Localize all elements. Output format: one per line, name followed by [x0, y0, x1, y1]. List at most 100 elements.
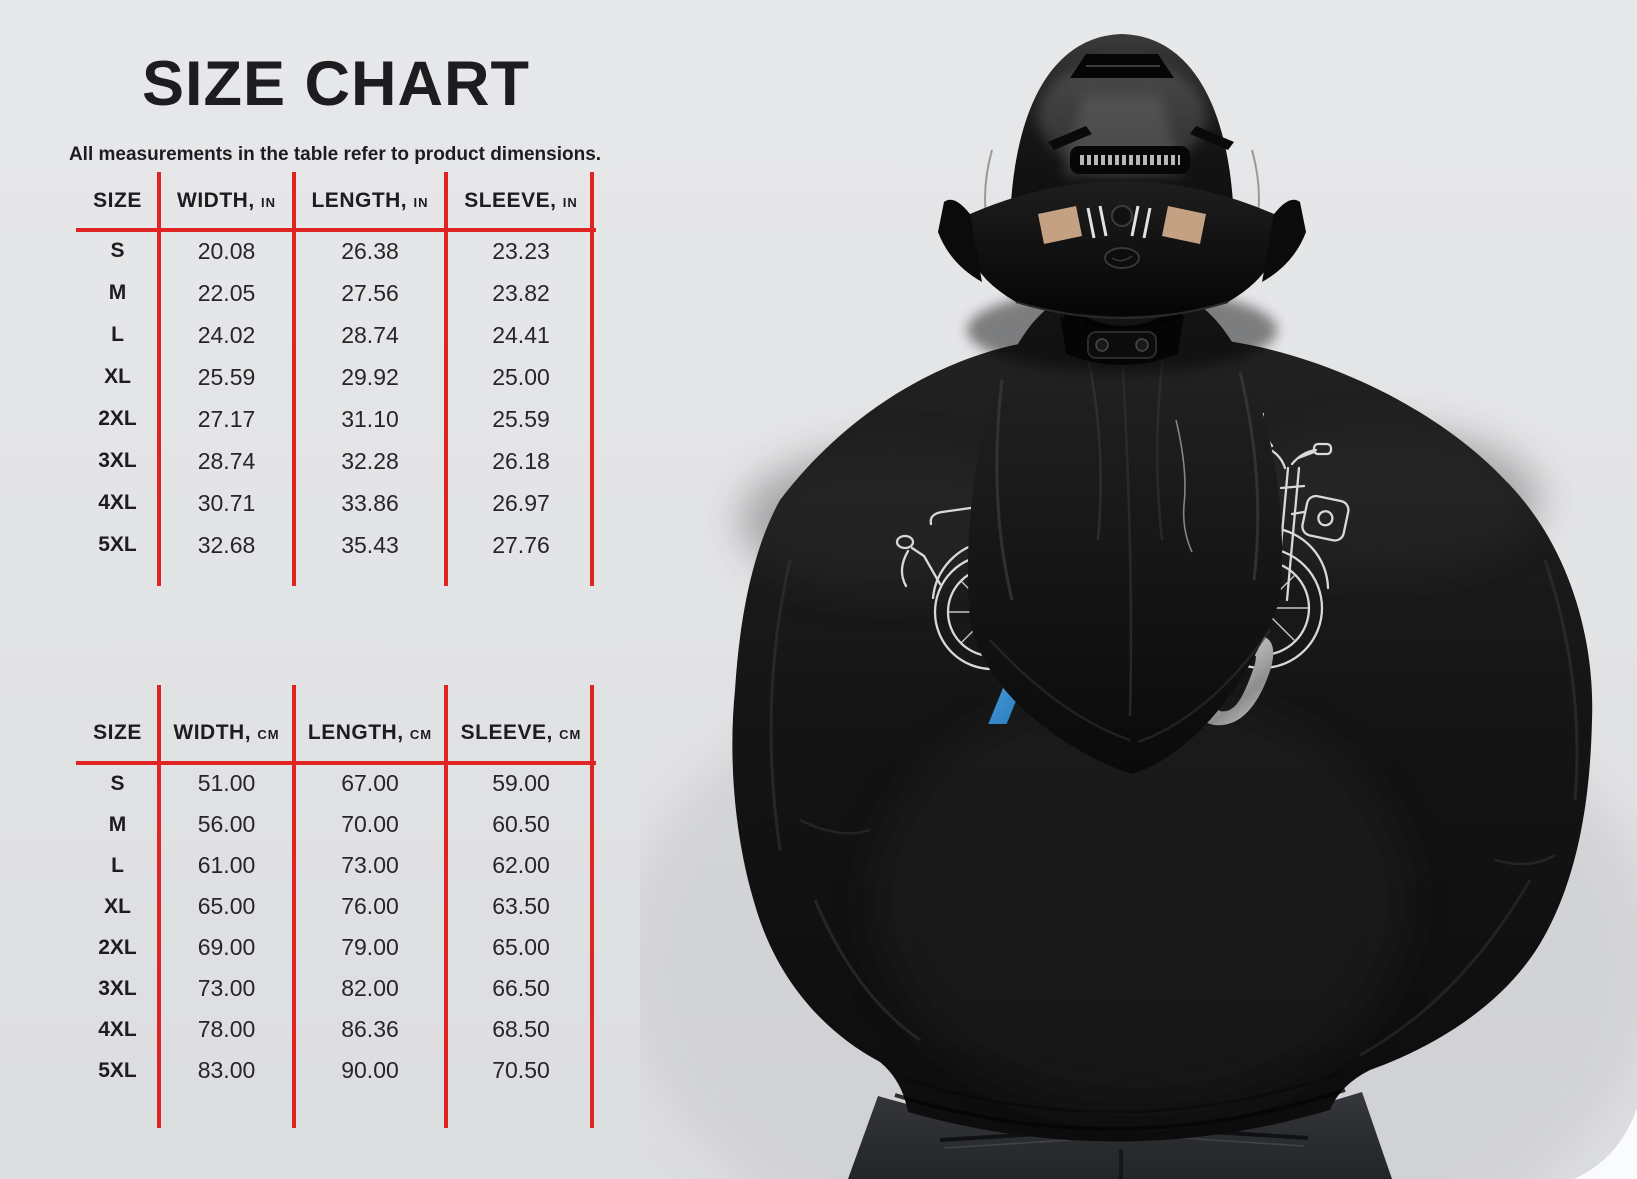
column-header-length: LENGTH, IN: [311, 189, 429, 212]
table-body: S 51.00 67.00 59.00 M 56.00 70.00 60.50 L 61.00 73…: [76, 763, 596, 1091]
measurement-value: 70.00: [341, 811, 399, 837]
measurement-value: 51.00: [197, 770, 256, 796]
table-divider-line: [590, 172, 594, 586]
column-header-size: SIZE: [93, 189, 142, 212]
measurement-value: 26.38: [341, 237, 399, 264]
table-header-rule: [76, 761, 596, 765]
size-label: XL: [104, 894, 131, 918]
measurement-value: 28.74: [197, 447, 256, 474]
measurement-value: 59.00: [492, 770, 550, 796]
page-subtitle: All measurements in the table refer to p…: [68, 144, 602, 165]
table-row: XL 65.00 76.00 63.50: [76, 886, 596, 927]
table-divider-line: [590, 685, 594, 1128]
measurement-value: 27.17: [197, 405, 256, 432]
column-header-sleeve: SLEEVE, IN: [464, 189, 578, 212]
table-header-row: SIZE WIDTH, CM LENGTH, CM SLEEVE, CM: [76, 685, 596, 763]
measurement-value: 31.10: [341, 405, 399, 432]
table-divider-line: [444, 172, 448, 586]
measurement-value: 68.50: [492, 1016, 550, 1042]
measurement-value: 70.50: [492, 1057, 550, 1083]
measurement-value: 66.50: [492, 975, 550, 1001]
measurement-value: 33.86: [341, 489, 399, 516]
size-label: 2XL: [98, 935, 137, 959]
measurement-value: 25.59: [197, 363, 256, 390]
hoodie: [732, 338, 1593, 1142]
column-header-sleeve: SLEEVE, CM: [460, 721, 582, 744]
table-row: 4XL 30.71 33.86 26.97: [76, 482, 596, 524]
table-row: L 24.02 28.74 24.41: [76, 314, 596, 356]
measurement-value: 65.00: [492, 934, 550, 960]
table-row: M 56.00 70.00 60.50: [76, 804, 596, 845]
measurement-value: 83.00: [197, 1057, 256, 1083]
size-label: 3XL: [98, 449, 137, 472]
measurement-value: 78.00: [197, 1016, 256, 1042]
table-row: L 61.00 73.00 62.00: [76, 845, 596, 886]
table-divider-line: [292, 172, 296, 586]
table-divider-line: [157, 172, 161, 586]
measurement-value: 26.97: [492, 489, 550, 516]
motorcycle-helmet: [938, 34, 1306, 372]
corner-page-curl: [1574, 1108, 1637, 1179]
table-row: 4XL 78.00 86.36 68.50: [76, 1009, 596, 1050]
table-header-row: SIZE WIDTH, IN LENGTH, IN SLEEVE, IN: [76, 172, 596, 230]
table-header-rule: [76, 228, 596, 232]
measurement-value: 26.18: [492, 447, 550, 474]
measurement-value: 24.41: [492, 321, 550, 348]
table-divider-line: [444, 685, 448, 1128]
measurement-value: 32.68: [197, 531, 256, 558]
size-label: 2XL: [98, 407, 137, 430]
measurement-value: 23.82: [492, 279, 550, 306]
measurement-value: 60.50: [492, 811, 550, 837]
size-label: M: [108, 812, 127, 836]
size-label: 4XL: [98, 491, 137, 514]
product-photo: K 50: [640, 34, 1637, 1179]
hood-drawstring: [1175, 419, 1193, 553]
size-label: S: [110, 239, 125, 262]
measurement-value: 24.02: [197, 321, 256, 348]
measurement-value: 22.05: [197, 279, 256, 306]
size-label: 4XL: [98, 1017, 137, 1041]
measurement-value: 25.00: [492, 363, 550, 390]
table-row: S 51.00 67.00 59.00: [76, 763, 596, 804]
size-label: S: [110, 771, 125, 795]
table-row: 2XL 69.00 79.00 65.00: [76, 927, 596, 968]
measurement-value: 32.28: [341, 447, 399, 474]
column-header-width: WIDTH, IN: [177, 189, 276, 212]
measurement-value: 35.43: [341, 531, 399, 558]
table-body: S 20.08 26.38 23.23 M 22.05 27.56 23.82 L 24.02 28…: [76, 230, 596, 566]
measurement-value: 62.00: [492, 852, 550, 878]
measurement-value: 82.00: [341, 975, 399, 1001]
measurement-value: 90.00: [341, 1057, 399, 1083]
table-row: 3XL 28.74 32.28 26.18: [76, 440, 596, 482]
measurement-value: 56.00: [197, 811, 256, 837]
measurement-value: 30.71: [197, 489, 256, 516]
measurement-value: 29.92: [341, 363, 399, 390]
table-row: XL 25.59 29.92 25.00: [76, 356, 596, 398]
table-row: 3XL 73.00 82.00 66.50: [76, 968, 596, 1009]
measurement-value: 27.56: [341, 279, 399, 306]
measurement-value: 65.00: [197, 893, 256, 919]
measurement-value: 28.74: [341, 321, 399, 348]
table-divider-line: [292, 685, 296, 1128]
measurement-value: 73.00: [341, 852, 399, 878]
size-label: XL: [104, 365, 131, 388]
column-header-size: SIZE: [93, 721, 142, 744]
table-divider-line: [157, 685, 161, 1128]
table-row: S 20.08 26.38 23.23: [76, 230, 596, 272]
measurement-value: 79.00: [341, 934, 399, 960]
measurement-value: 67.00: [341, 770, 399, 796]
measurement-value: 69.00: [197, 934, 256, 960]
size-label: 5XL: [98, 533, 137, 556]
size-label: L: [111, 853, 124, 877]
measurement-value: 27.76: [492, 531, 550, 558]
measurement-value: 25.59: [492, 405, 550, 432]
table-row: 2XL 27.17 31.10 25.59: [76, 398, 596, 440]
size-table-cm: SIZE WIDTH, CM LENGTH, CM SLEEVE, CM S 51…: [76, 685, 596, 1128]
size-label: 5XL: [98, 1058, 137, 1082]
measurement-value: 20.08: [197, 237, 256, 264]
table-row: M 22.05 27.56 23.82: [76, 272, 596, 314]
size-label: M: [108, 281, 127, 304]
measurement-value: 23.23: [492, 237, 550, 264]
size-label: 3XL: [98, 976, 137, 1000]
